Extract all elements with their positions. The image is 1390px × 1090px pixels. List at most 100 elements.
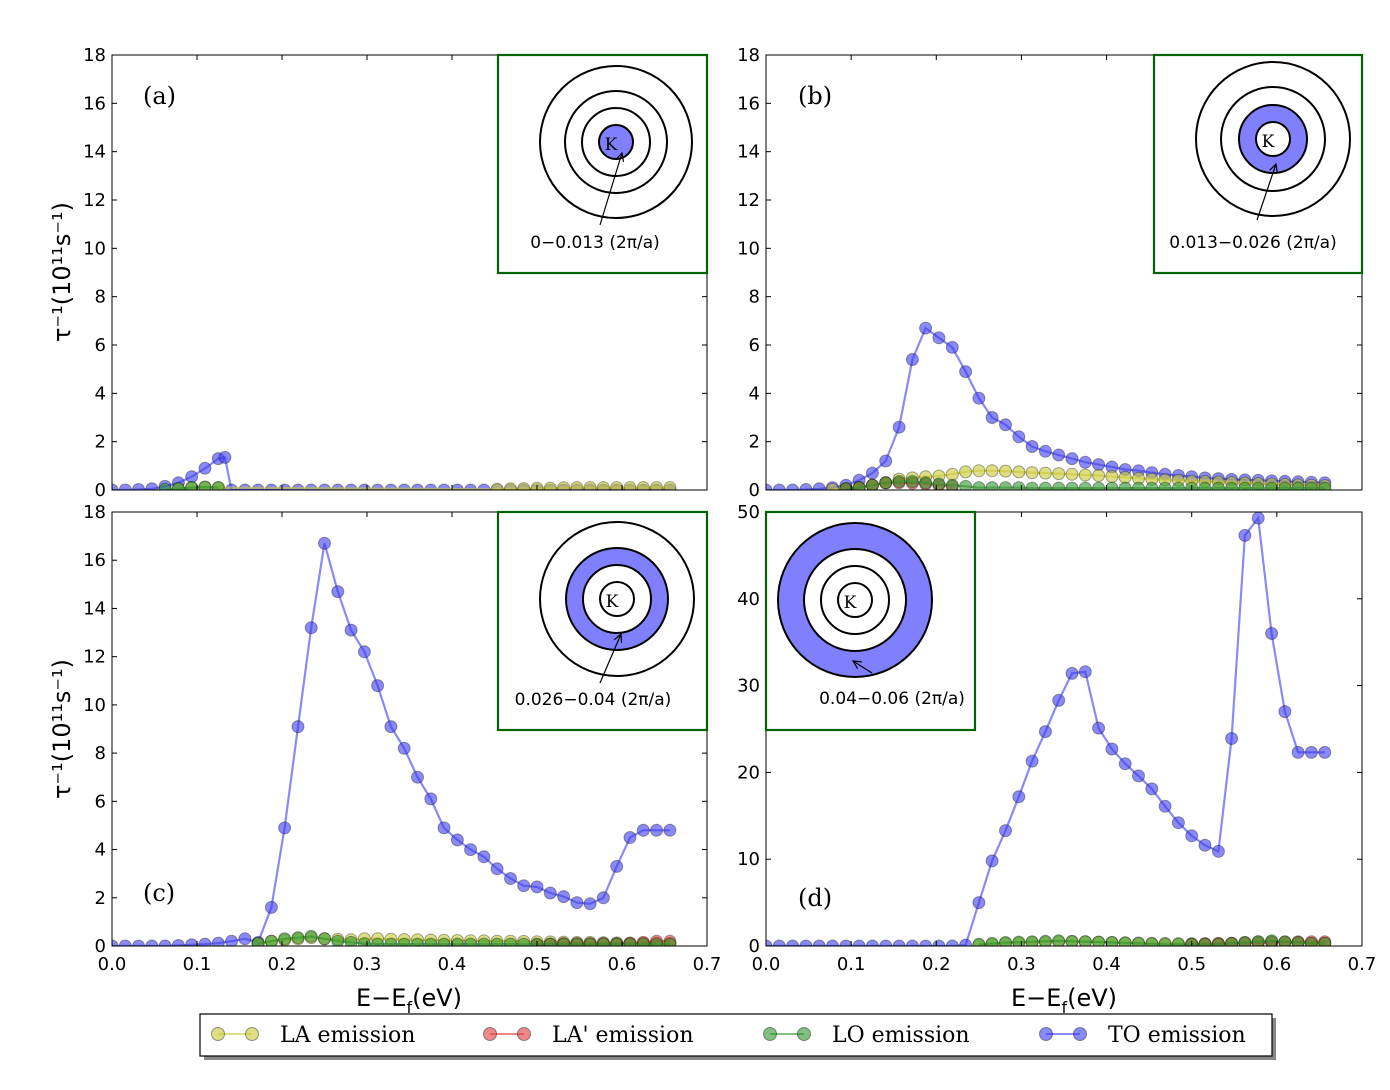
data-point	[985, 481, 999, 490]
series-group	[112, 536, 677, 946]
data-point	[985, 854, 999, 868]
series-lo	[972, 934, 1332, 946]
data-point	[211, 481, 225, 490]
data-point	[291, 931, 305, 945]
k-circle	[820, 565, 890, 635]
data-point	[225, 934, 238, 946]
x-tick-label: 0.2	[268, 954, 297, 975]
data-point	[1065, 481, 1079, 490]
data-point	[397, 937, 411, 946]
legend-label-la-prime: LA' emission	[552, 1023, 694, 1048]
k-circle	[777, 522, 933, 678]
legend-entry-la-prime: LA' emission	[483, 1023, 694, 1048]
data-point	[1238, 481, 1252, 490]
data-point	[1211, 481, 1225, 490]
panel-b: 0 2 4 6 8 10 12 14 16 18 (b) K 0.013−0.026 (2π/a)	[737, 45, 1364, 501]
data-point	[437, 937, 451, 946]
x-tick-label: 0.3	[1007, 954, 1036, 975]
data-point	[570, 896, 584, 910]
data-point	[1052, 481, 1066, 490]
data-point	[1078, 468, 1092, 482]
data-point	[905, 939, 919, 946]
data-point	[1251, 481, 1265, 490]
y-tick-label: 6	[95, 335, 106, 356]
data-point	[218, 450, 232, 464]
inset-range-label: 0−0.013 (2π/a)	[530, 233, 660, 253]
x-tick-label: 0.7	[693, 954, 722, 975]
data-point	[636, 481, 650, 490]
data-point	[1025, 935, 1039, 946]
y-tick-label: 14	[737, 142, 760, 163]
data-point	[812, 939, 826, 946]
data-point	[1211, 937, 1225, 946]
data-point	[905, 353, 919, 366]
data-point	[1318, 936, 1332, 946]
legend-marker	[1039, 1027, 1053, 1041]
panel-label: (b)	[798, 82, 832, 110]
data-point	[959, 365, 973, 379]
data-point	[1025, 481, 1039, 490]
data-point	[985, 411, 999, 424]
data-point	[1052, 467, 1066, 481]
data-point	[959, 938, 973, 946]
inset-diagram: K 0.013−0.026 (2π/a)	[1152, 53, 1364, 275]
data-point	[985, 464, 999, 478]
data-point	[879, 454, 893, 468]
data-point	[1065, 467, 1079, 481]
x-tick-label: 0.6	[608, 954, 637, 975]
data-point	[171, 482, 185, 490]
panel-d: 0.0 0.1 0.2 0.3 0.4 0.5 0.6 0.7 0 10 20 30 40 50 (d) K 0…	[737, 502, 1376, 975]
data-point	[999, 464, 1012, 478]
y-tick-label: 8	[95, 743, 106, 764]
data-point	[1304, 745, 1318, 759]
data-point	[1052, 934, 1066, 946]
data-point	[530, 880, 544, 894]
data-point	[959, 479, 973, 490]
data-point	[596, 891, 610, 905]
panel-label: (c)	[143, 879, 175, 907]
data-point	[1118, 757, 1132, 771]
data-point	[1278, 481, 1292, 490]
arrow-icon	[599, 634, 621, 684]
data-point	[1145, 481, 1159, 490]
y-tick-label: 16	[83, 550, 106, 571]
data-point	[1225, 936, 1239, 946]
legend-marker	[483, 1027, 497, 1041]
data-point	[663, 481, 677, 490]
x-axis-label-sub: f	[406, 998, 412, 1017]
data-point	[786, 483, 800, 490]
data-point	[331, 934, 345, 946]
y-tick-label: 0	[749, 936, 760, 957]
y-tick-label: 4	[95, 840, 106, 861]
data-point	[198, 480, 212, 490]
y-tick-label: 0	[95, 480, 106, 501]
y-tick-label: 12	[83, 647, 106, 668]
y-tick-label: 10	[737, 849, 760, 870]
data-point	[999, 481, 1012, 490]
data-point	[198, 937, 212, 946]
data-point	[766, 939, 773, 946]
y-tick-label: 0	[95, 936, 106, 957]
legend-marker	[797, 1027, 811, 1041]
panel-c: 0.0 0.1 0.2 0.3 0.4 0.5 0.6 0.7 0 2 4 6 8 10 12 14 16 18 (…	[83, 502, 721, 975]
data-point	[1025, 440, 1039, 453]
data-point	[1038, 444, 1052, 458]
x-tick-label: 0.5	[523, 954, 552, 975]
data-point	[1238, 528, 1252, 542]
data-point	[1132, 769, 1145, 783]
data-point	[477, 937, 491, 946]
data-point	[972, 391, 986, 405]
data-point	[766, 483, 773, 490]
k-circle	[565, 547, 669, 651]
data-point	[1105, 470, 1119, 483]
data-point	[424, 792, 438, 806]
data-point	[772, 939, 786, 946]
data-point	[504, 937, 517, 946]
y-tick-label: 8	[95, 287, 106, 308]
k-circle	[1255, 121, 1291, 157]
data-point	[623, 831, 637, 844]
series-group	[112, 450, 677, 490]
data-point	[1278, 935, 1292, 946]
data-point	[112, 483, 119, 490]
data-point	[437, 821, 451, 835]
